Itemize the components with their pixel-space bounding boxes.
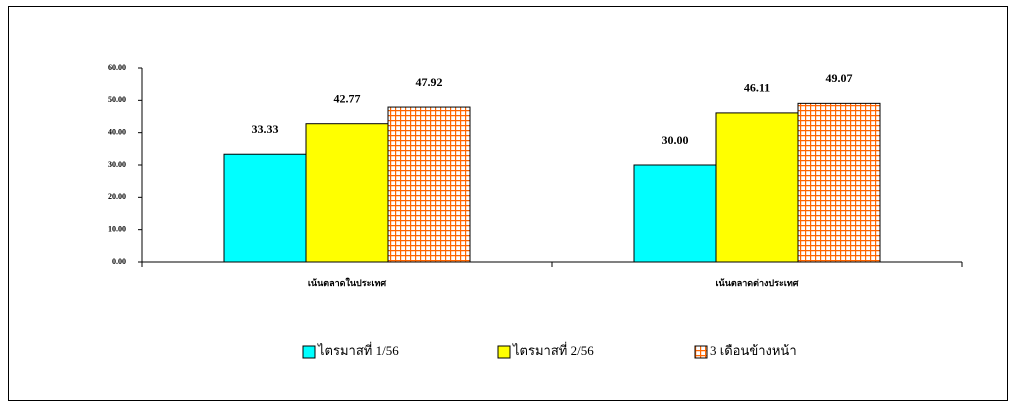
y-tick-label: 20.00 xyxy=(108,192,126,201)
data-label: 46.11 xyxy=(744,81,770,95)
legend-swatch xyxy=(497,345,511,359)
legend-swatch xyxy=(694,345,708,359)
y-tick-label: 0.00 xyxy=(112,257,126,266)
data-label: 30.00 xyxy=(662,133,689,147)
bar xyxy=(797,102,881,263)
legend-swatch xyxy=(302,345,316,359)
data-label: 33.33 xyxy=(252,122,279,136)
legend-label: ไตรมาสที่ 1/56 xyxy=(317,342,399,358)
bar xyxy=(223,153,307,263)
y-tick-label: 10.00 xyxy=(108,224,126,233)
bar xyxy=(305,123,389,263)
y-tick-label: 60.00 xyxy=(108,63,126,72)
data-label: 47.92 xyxy=(416,75,443,89)
data-label: 42.77 xyxy=(334,91,361,105)
bar xyxy=(715,112,799,263)
legend-label: 3 เดือนข้างหน้า xyxy=(710,343,797,358)
x-tick-label: เน้นตลาดในประเทศ xyxy=(308,277,387,288)
y-tick-label: 50.00 xyxy=(108,95,126,104)
data-label: 49.07 xyxy=(826,71,853,85)
y-tick-label: 30.00 xyxy=(108,160,126,169)
bar xyxy=(633,164,717,263)
bar xyxy=(387,106,471,263)
y-tick-label: 40.00 xyxy=(108,127,126,136)
legend-label: ไตรมาสที่ 2/56 xyxy=(512,342,594,358)
x-tick-label: เน้นตลาดต่างประเทศ xyxy=(715,278,798,288)
